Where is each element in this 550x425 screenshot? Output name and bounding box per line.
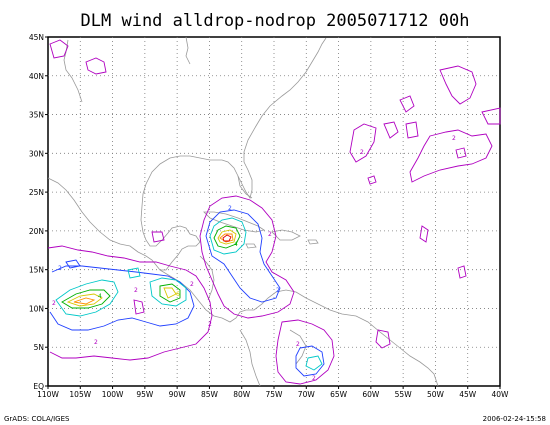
x-tick-label: 60W [362,390,380,399]
map-title: DLM wind alldrop-nodrop 2005071712 00h [81,11,470,31]
contour-label: 2 [268,231,272,238]
x-tick-label: 100W [102,390,124,399]
y-tick-label: 45N [29,33,44,42]
y-tick-labels: EQ 5N 10N 15N 20N 25N 30N 35N 40N 45N [29,33,48,391]
y-tick-label: 35N [29,111,44,120]
x-tick-label: 70W [298,390,316,399]
contour-label: 2 [134,287,138,294]
contour-label: 2 [296,341,300,348]
contour-label: 2 [208,321,212,328]
contour-label: 2 [312,375,316,382]
y-tick-label: 10N [29,304,44,313]
x-tick-label: 50W [427,390,445,399]
contour-labels: 2 2 2 2 2 2 2 2 2 2 2 2 2 4 4 6 [52,135,456,382]
y-tick-label: 40N [29,72,44,81]
contour-label: 2 [452,135,456,142]
x-tick-labels: 110W 105W 100W 95W 90W 85W 80W 75W 70W 65W 60W 55W 5… [37,386,509,399]
y-tick-label: 30N [29,149,44,158]
x-tick-label: 105W [69,390,91,399]
x-tick-label: 85W [201,390,219,399]
x-tick-label: 75W [266,390,284,399]
contour-label: 4 [98,293,102,300]
x-tick-label: 110W [37,390,59,399]
contour-label: 2 [52,300,56,307]
contour-label: 2 [360,149,364,156]
y-tick-label: 20N [29,227,44,236]
contour-label: 2 [190,281,194,288]
footer-credit: GrADS: COLA/IGES [4,415,70,423]
footer-timestamp: 2006-02-24-15:58 [483,415,546,423]
x-tick-label: 90W [169,390,187,399]
x-tick-label: 80W [233,390,251,399]
x-tick-label: 65W [330,390,348,399]
contour-label: 4 [234,241,238,248]
contour-label: 2 [228,205,232,212]
x-tick-label: 55W [395,390,413,399]
x-tick-label: 95W [136,390,154,399]
contour-label: 2 [94,339,98,346]
contour-label: 2 [276,287,280,294]
x-tick-label: 45W [459,390,477,399]
contours [47,39,501,385]
gridlines [48,37,500,386]
contour-label: 2 [58,265,62,272]
coastlines [47,36,439,387]
y-tick-label: EQ [33,382,44,391]
contour-label: 6 [176,291,180,298]
y-tick-label: 25N [29,188,44,197]
x-tick-label: 40W [492,390,510,399]
y-tick-label: 5N [34,343,44,352]
y-tick-label: 15N [29,266,44,275]
